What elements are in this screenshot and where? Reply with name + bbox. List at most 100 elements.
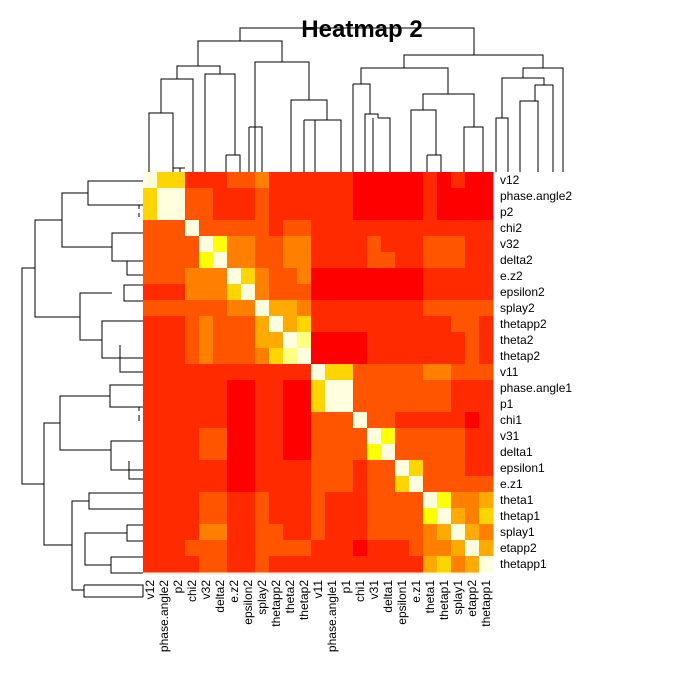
heatmap-cell: [269, 300, 284, 317]
heatmap-cell: [395, 460, 410, 477]
heatmap-cell: [143, 236, 158, 253]
heatmap-cell: [269, 556, 284, 573]
heatmap-cell: [311, 316, 326, 333]
heatmap-cell: [199, 396, 214, 413]
heatmap-cell: [143, 172, 158, 189]
heatmap-cell: [227, 348, 242, 365]
heatmap-cell: [185, 204, 200, 221]
heatmap-cell: [143, 396, 158, 413]
row-label: thetapp1: [500, 557, 547, 571]
heatmap-cell: [353, 492, 368, 509]
heatmap-cell: [241, 204, 256, 221]
heatmap-cell: [479, 492, 494, 509]
heatmap-cell: [311, 284, 326, 301]
heatmap-cell: [367, 188, 382, 205]
heatmap-cell: [465, 236, 480, 253]
heatmap-cell: [409, 556, 424, 573]
heatmap-cell: [283, 348, 298, 365]
heatmap-cell: [479, 348, 494, 365]
heatmap-cell: [185, 412, 200, 429]
heatmap-cell: [199, 460, 214, 477]
heatmap-cell: [423, 492, 438, 509]
heatmap-cell: [311, 332, 326, 349]
heatmap-cell: [367, 476, 382, 493]
heatmap-cell: [157, 300, 172, 317]
heatmap-cell: [437, 540, 452, 557]
heatmap-cell: [367, 300, 382, 317]
heatmap-cell: [269, 316, 284, 333]
heatmap-cell: [227, 316, 242, 333]
heatmap-cell: [241, 444, 256, 461]
heatmap-cell: [269, 396, 284, 413]
heatmap-cell: [199, 524, 214, 541]
heatmap-cell: [437, 492, 452, 509]
heatmap-cell: [283, 428, 298, 445]
row-label: v32: [500, 237, 520, 251]
heatmap-cell: [381, 556, 396, 573]
heatmap-cell: [437, 348, 452, 365]
heatmap-cell: [157, 236, 172, 253]
row-label: thetap2: [500, 349, 540, 363]
heatmap-cell: [353, 508, 368, 525]
heatmap-cell: [157, 316, 172, 333]
heatmap-cell: [227, 252, 242, 269]
row-labels: v12 phase.angle2 p2 chi2 v32 delta2 e.z2 epsilo…: [500, 173, 572, 571]
heatmap-cell: [409, 364, 424, 381]
heatmap-cell: [255, 268, 270, 285]
heatmap-cell: [171, 556, 186, 573]
heatmap-cell: [199, 284, 214, 301]
heatmap-cell: [423, 412, 438, 429]
heatmap-cell: [381, 364, 396, 381]
column-label: theta2: [283, 580, 297, 614]
heatmap-cell: [451, 268, 466, 285]
heatmap-cell: [353, 220, 368, 237]
heatmap-cell: [213, 476, 228, 493]
heatmap-cell: [199, 300, 214, 317]
heatmap-cell: [325, 524, 340, 541]
heatmap-cell: [213, 396, 228, 413]
heatmap-cell: [381, 412, 396, 429]
heatmap-cell: [297, 556, 312, 573]
heatmap-cell: [479, 396, 494, 413]
heatmap-cell: [479, 204, 494, 221]
heatmap-cell: [353, 460, 368, 477]
heatmap-cell: [395, 236, 410, 253]
heatmap-cell: [465, 204, 480, 221]
heatmap-cell: [339, 204, 354, 221]
heatmap-cell: [283, 172, 298, 189]
heatmap-cell: [143, 508, 158, 525]
heatmap-cell: [297, 268, 312, 285]
row-label: p1: [500, 397, 514, 411]
heatmap-cell: [269, 524, 284, 541]
heatmap-cell: [325, 188, 340, 205]
column-label: delta1: [381, 580, 395, 613]
heatmap-cell: [241, 428, 256, 445]
heatmap-cell: [171, 540, 186, 557]
heatmap-cell: [143, 188, 158, 205]
heatmap-cell: [381, 316, 396, 333]
heatmap-cell: [465, 268, 480, 285]
heatmap-cell: [297, 284, 312, 301]
heatmap-cell: [367, 412, 382, 429]
heatmap-cell: [311, 476, 326, 493]
heatmap-cell: [465, 188, 480, 205]
heatmap-cell: [311, 236, 326, 253]
heatmap-cell: [325, 316, 340, 333]
heatmap-cell: [395, 348, 410, 365]
heatmap-cell: [297, 252, 312, 269]
heatmap-cell: [479, 284, 494, 301]
heatmap-cell: [241, 364, 256, 381]
heatmap-cell: [409, 396, 424, 413]
heatmap-cell: [213, 556, 228, 573]
heatmap-cell: [213, 188, 228, 205]
heatmap-cell: [395, 524, 410, 541]
heatmap-cell: [311, 268, 326, 285]
heatmap-cell: [213, 348, 228, 365]
heatmap-cell: [241, 508, 256, 525]
heatmap-cell: [367, 540, 382, 557]
heatmap-cell: [157, 204, 172, 221]
heatmap-cell: [367, 508, 382, 525]
row-label: phase.angle2: [500, 189, 572, 203]
heatmap-cell: [283, 396, 298, 413]
heatmap-cell: [353, 316, 368, 333]
